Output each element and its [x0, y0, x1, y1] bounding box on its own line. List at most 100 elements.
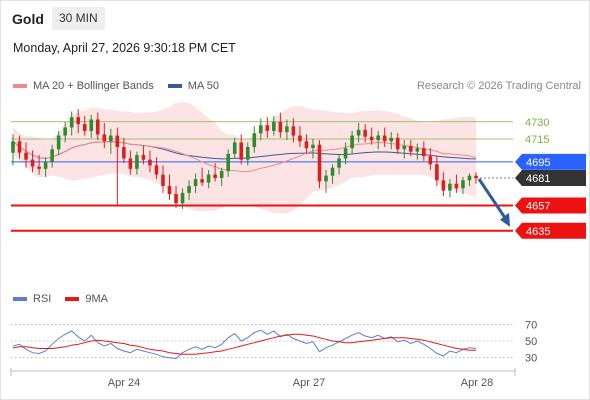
- candle-body: [343, 148, 348, 159]
- candle-body: [37, 166, 41, 169]
- candle-body: [115, 135, 120, 148]
- candle-body: [95, 119, 100, 135]
- candle-body: [428, 156, 433, 165]
- forecast-arrow-head: [500, 212, 510, 227]
- candle-body: [415, 148, 420, 152]
- candle-body: [363, 129, 367, 137]
- forecast-arrow: [477, 178, 509, 222]
- candle-body: [467, 175, 472, 181]
- legend-ma20-label: MA 20 + Bollinger Bands: [33, 80, 154, 92]
- candle-body: [50, 149, 54, 162]
- candle-body: [304, 141, 309, 149]
- candle-body: [56, 135, 61, 150]
- x-tick-label: Apr 27: [293, 377, 325, 389]
- legend-ma50-label: MA 50: [187, 80, 219, 92]
- candle-body: [356, 129, 361, 136]
- candle-body: [337, 158, 341, 168]
- candle-body: [11, 141, 15, 153]
- candle-body: [219, 171, 224, 178]
- candle-body: [265, 125, 270, 131]
- candle-body: [317, 144, 322, 182]
- candle-body: [167, 186, 172, 195]
- candle-body: [435, 164, 439, 181]
- rsi-ma-line: [12, 333, 476, 355]
- candle-body: [180, 192, 185, 204]
- candle-body: [43, 161, 48, 169]
- candle-body: [272, 121, 276, 131]
- candle-body: [474, 175, 478, 178]
- level-tag-text-4695: 4695: [526, 157, 550, 169]
- candle-body: [382, 135, 387, 142]
- candle-body: [122, 147, 126, 159]
- candle-body: [63, 127, 67, 136]
- legend-rsi-ma-label: 9MA: [85, 293, 108, 305]
- price-legend: MA 20 + Bollinger Bands MA 50: [13, 80, 219, 92]
- candle-body: [330, 167, 335, 176]
- candle-body: [408, 145, 413, 152]
- candle-body: [128, 158, 133, 169]
- legend-rsi-label: RSI: [33, 293, 52, 305]
- candle-body: [350, 135, 354, 149]
- level-tag-text-4681: 4681: [526, 173, 550, 185]
- rsi-legend: RSI 9MA: [13, 293, 108, 305]
- research-credit: Research © 2026 Trading Central: [416, 80, 581, 92]
- candle-body: [291, 126, 296, 136]
- candle-body: [239, 142, 244, 160]
- candle-body: [30, 159, 35, 167]
- rsi-line: [12, 329, 477, 360]
- candle-body: [226, 153, 230, 172]
- candle-body: [193, 179, 198, 187]
- candle-body: [448, 183, 452, 191]
- candle-body: [82, 124, 87, 131]
- candle-body: [311, 144, 315, 149]
- level-tag-4635: [515, 222, 586, 239]
- candle-body: [76, 117, 81, 125]
- candle-body: [402, 145, 407, 150]
- candle-body: [298, 135, 302, 142]
- candle-body: [454, 183, 459, 189]
- candle-body: [102, 134, 107, 142]
- candle-body: [148, 159, 152, 166]
- level-tag-4657: [515, 197, 586, 214]
- candle-body: [213, 174, 217, 178]
- candle-body: [135, 155, 139, 169]
- x-tick-label: Apr 24: [108, 377, 140, 389]
- candle-body: [389, 137, 394, 142]
- candle-body: [252, 133, 257, 148]
- candle-body: [109, 135, 113, 142]
- candle-body: [395, 137, 400, 150]
- candle-body: [461, 180, 465, 189]
- candle-body: [324, 175, 328, 182]
- rsi-tick-label: 70: [525, 319, 537, 331]
- candle-body: [69, 117, 74, 128]
- candle-body: [17, 141, 22, 153]
- level-tag-4695: [515, 153, 586, 170]
- level-label-4730: 4730: [525, 117, 549, 129]
- candle-body: [422, 148, 426, 157]
- rsi-tick-label: 50: [525, 336, 537, 348]
- rsi-ma-swatch: [65, 297, 80, 301]
- candle-body: [161, 174, 165, 187]
- candle-body: [369, 136, 374, 141]
- timeframe-selector[interactable]: 30 MIN: [52, 7, 105, 30]
- candle-body: [141, 155, 146, 160]
- level-tag-4681: [515, 170, 586, 186]
- level-tag-text-4635: 4635: [526, 226, 550, 238]
- candle-body: [24, 152, 28, 160]
- rsi-swatch: [13, 297, 27, 301]
- candle-body: [285, 126, 289, 133]
- level-label-4715: 4715: [525, 134, 549, 146]
- candle-body: [278, 121, 283, 133]
- chart-datetime: Monday, April 27, 2026 9:30:18 PM CET: [13, 41, 236, 55]
- instrument-title: Gold: [12, 11, 44, 27]
- candle-body: [200, 179, 204, 183]
- candle-body: [245, 147, 250, 160]
- candle-body: [187, 186, 191, 193]
- candle-body: [89, 119, 94, 131]
- ma20-swatch: [13, 84, 27, 88]
- rsi-tick-label: 30: [525, 353, 537, 365]
- candle-body: [259, 125, 263, 134]
- ma50-swatch: [167, 84, 182, 88]
- candle-body: [206, 174, 211, 183]
